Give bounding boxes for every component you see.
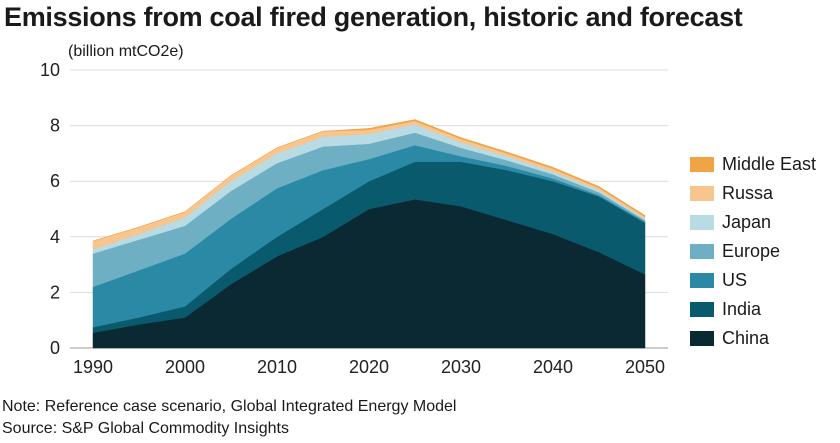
x-tick-label: 1990 bbox=[73, 357, 113, 377]
legend-swatch bbox=[690, 244, 714, 259]
x-tick-label: 2040 bbox=[533, 357, 573, 377]
y-tick-label: 6 bbox=[50, 171, 60, 191]
legend-item: Europe bbox=[690, 237, 816, 266]
chart-title: Emissions from coal fired generation, hi… bbox=[4, 2, 743, 32]
legend-swatch bbox=[690, 157, 714, 172]
y-tick-label: 8 bbox=[50, 116, 60, 136]
legend-item: India bbox=[690, 295, 816, 324]
y-tick-label: 10 bbox=[40, 60, 60, 80]
legend-label: China bbox=[722, 328, 770, 348]
legend-label: US bbox=[722, 270, 748, 290]
legend-item: Russa bbox=[690, 179, 816, 208]
x-tick-label: 2010 bbox=[257, 357, 297, 377]
legend-item: China bbox=[690, 324, 816, 353]
note-text: Note: Reference case scenario, Global In… bbox=[2, 398, 457, 415]
source-text: Source: S&P Global Commodity Insights bbox=[2, 420, 289, 437]
y-tick-label: 4 bbox=[50, 227, 60, 247]
legend-item: US bbox=[690, 266, 816, 295]
x-tick-label: 2030 bbox=[441, 357, 481, 377]
legend-swatch bbox=[690, 215, 714, 230]
legend-label: Europe bbox=[722, 241, 781, 261]
legend-item: Japan bbox=[690, 208, 816, 237]
y-tick-label: 2 bbox=[50, 282, 60, 302]
area-middle-east bbox=[92, 119, 646, 242]
x-tick-label: 2020 bbox=[349, 357, 389, 377]
legend: Middle East Russa Japan Europe US India China bbox=[690, 150, 816, 353]
y-axis-unit-label: (billion mtCO2e) bbox=[68, 43, 184, 60]
legend-item: Middle East bbox=[690, 150, 816, 179]
y-tick-label: 0 bbox=[50, 338, 60, 358]
x-tick-label: 2050 bbox=[625, 357, 665, 377]
legend-swatch bbox=[690, 273, 714, 288]
legend-swatch bbox=[690, 331, 714, 346]
legend-swatch bbox=[690, 302, 714, 317]
legend-label: Middle East bbox=[722, 154, 817, 174]
legend-swatch bbox=[690, 186, 714, 201]
legend-label: Japan bbox=[722, 212, 772, 232]
x-tick-label: 2000 bbox=[165, 357, 205, 377]
legend-label: Russa bbox=[722, 183, 774, 203]
legend-label: India bbox=[722, 299, 762, 319]
